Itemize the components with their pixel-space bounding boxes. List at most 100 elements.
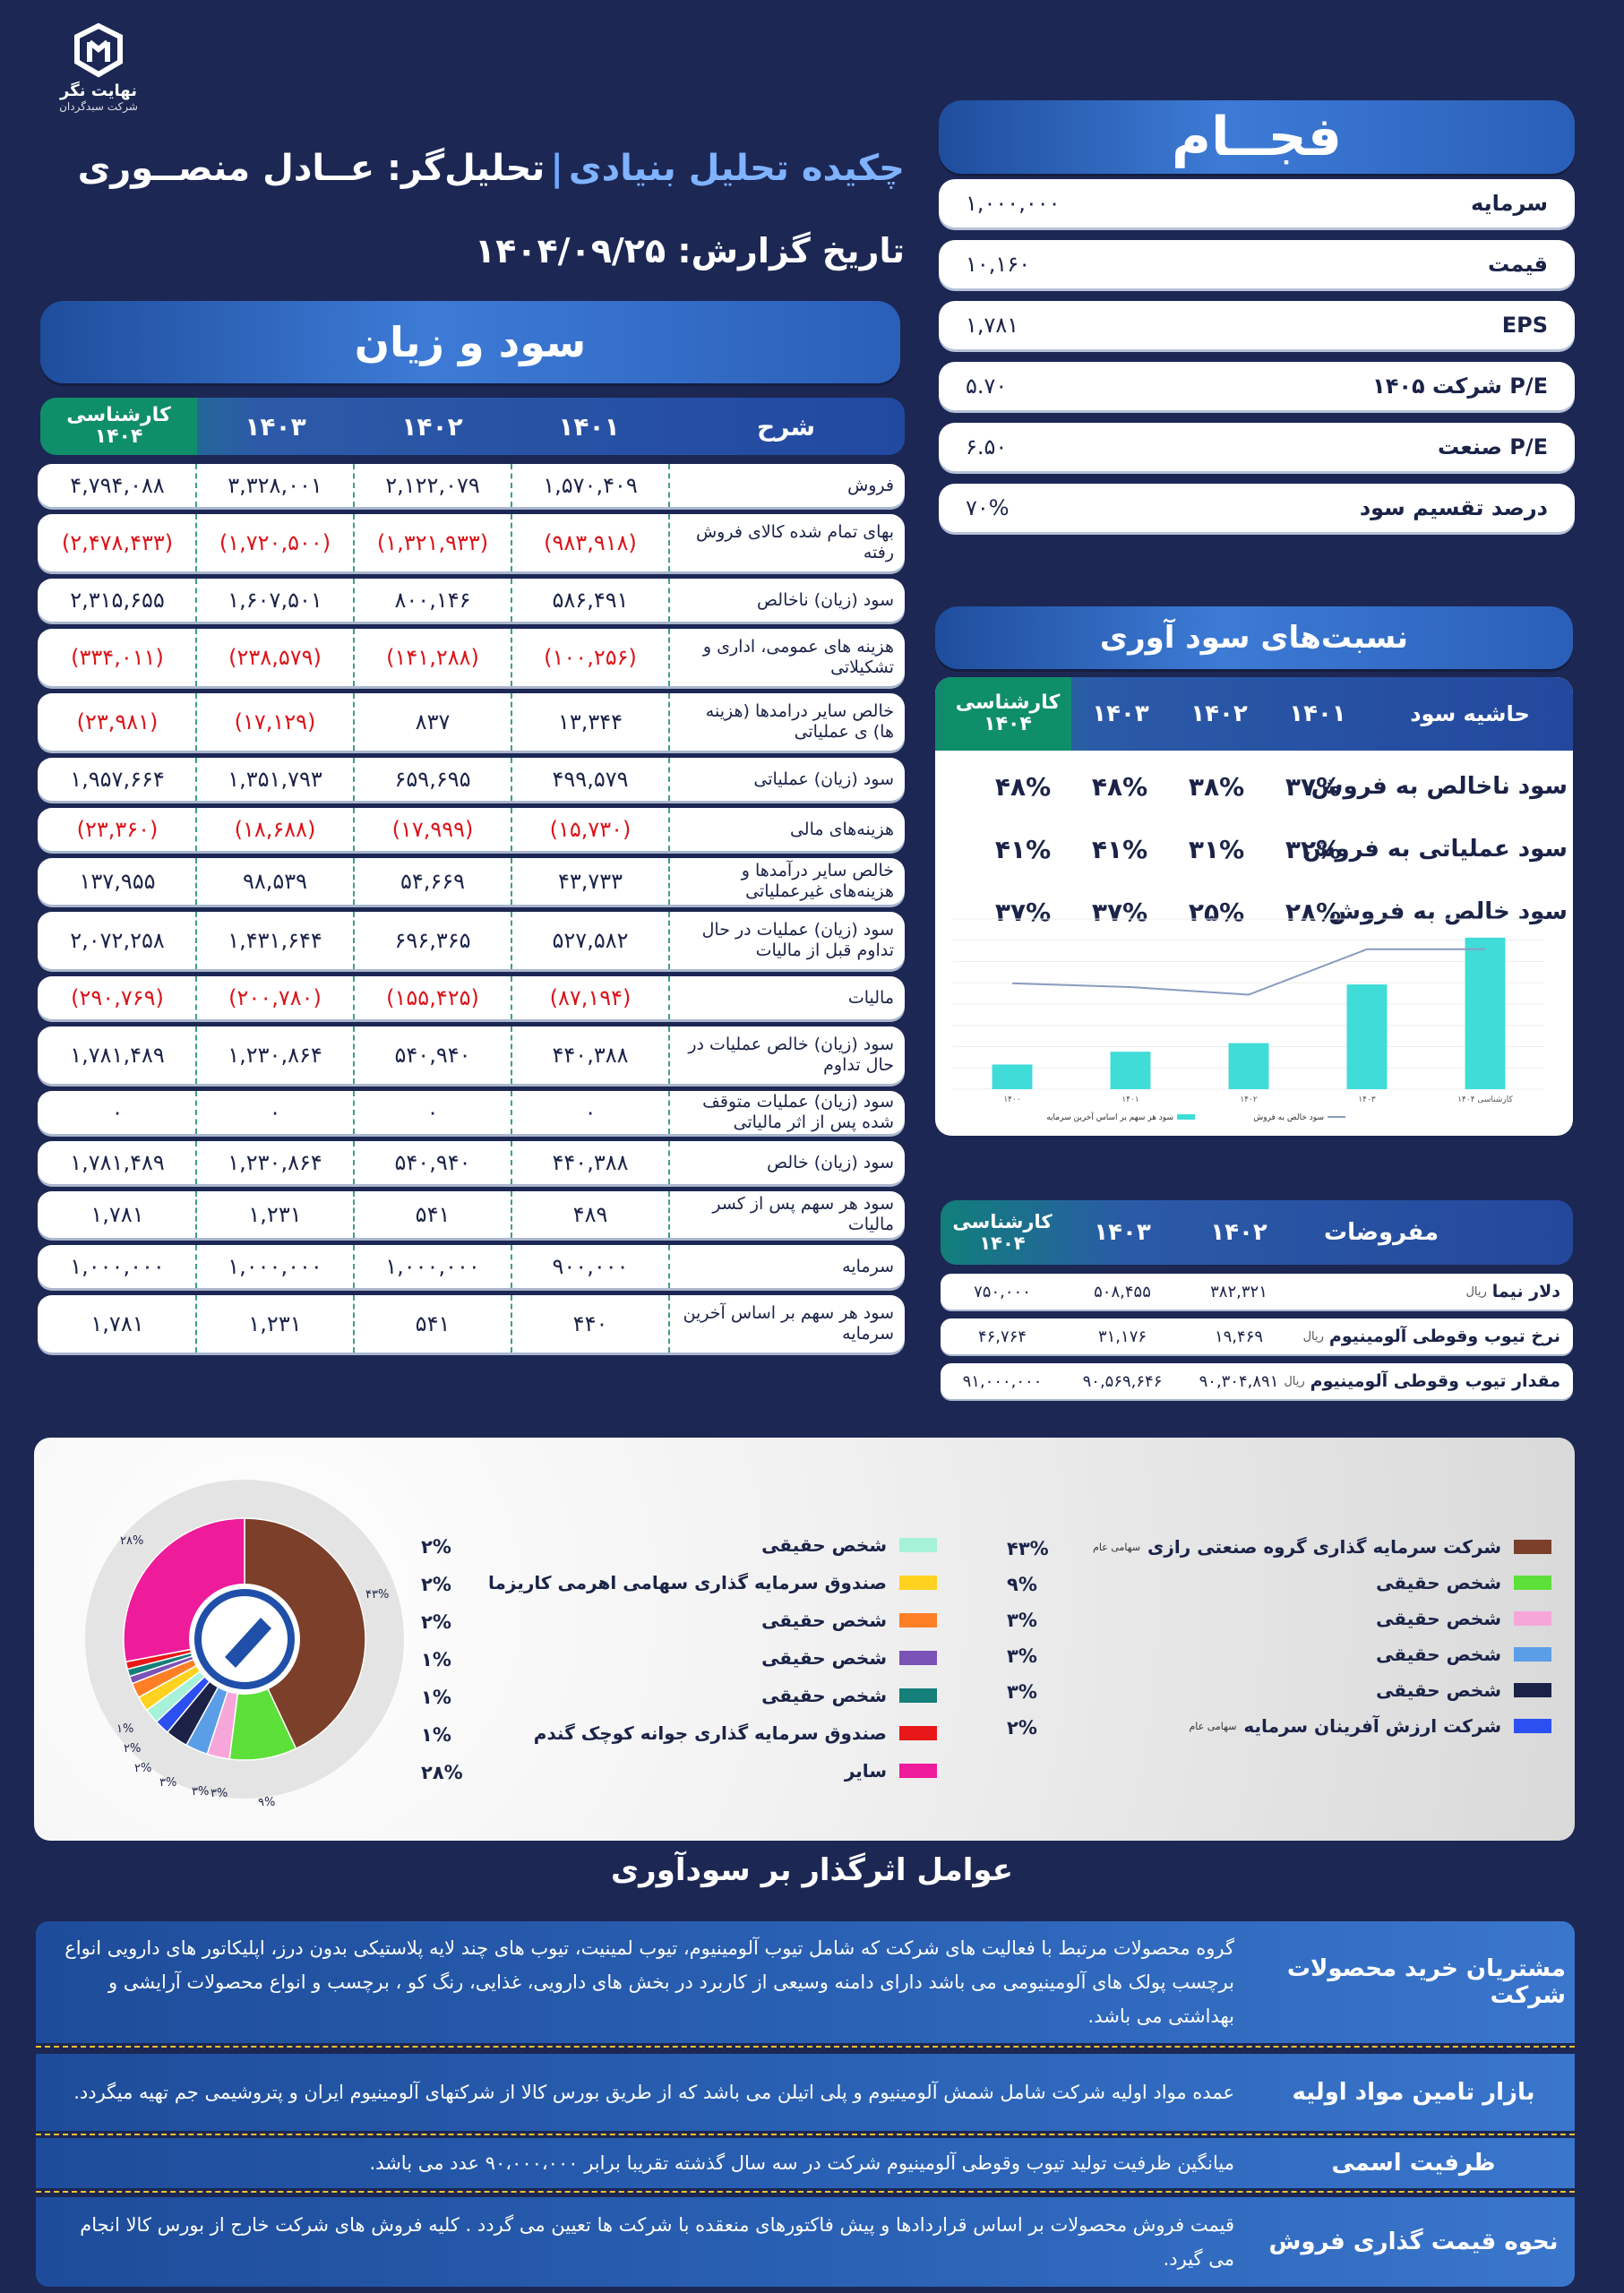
row-value: ۲,۳۱۵,۶۵۵ bbox=[39, 579, 197, 622]
shareholder-name: شخص حقیقی bbox=[761, 1610, 887, 1631]
row-value: (۲,۴۷۸,۴۳۳) bbox=[39, 514, 197, 571]
legend-swatch bbox=[899, 1651, 937, 1665]
prof-header-expert: کارشناسی ۱۴۰۴ bbox=[944, 677, 1071, 751]
shareholder-percent: ۲% bbox=[421, 1574, 451, 1595]
shareholder-item: شخص حقیقی bbox=[761, 1610, 937, 1631]
table-row: سود هر سهم بر اساس آخرین سرمایه ۴۴۰ ۵۴۱ ۱,۲… bbox=[38, 1295, 905, 1353]
header-1403: ۱۴۰۳ bbox=[245, 411, 306, 442]
row-value: ۱,۷۸۱,۴۸۹ bbox=[39, 1026, 197, 1084]
shareholder-item: صندوق سرمایه گذاری جوانه کوچک گندم bbox=[534, 1722, 937, 1744]
table-row: سود (زیان) عملیات در حال تداوم قبل از ما… bbox=[38, 912, 905, 969]
shareholder-name: سایر bbox=[844, 1760, 887, 1782]
prof-header-desc: حاشیه سود bbox=[1410, 701, 1530, 726]
row-desc: سود (زیان) عملیات در حال تداوم قبل از ما… bbox=[701, 920, 894, 960]
shareholder-name: شخص حقیقی bbox=[1376, 1679, 1501, 1701]
row-desc: هزینه های عمومی، اداری و تشکیلاتی bbox=[702, 637, 894, 677]
row-value: (۱۰۰,۲۵۶) bbox=[512, 629, 670, 686]
assumptions-header-expert: کارشناسی ۱۴۰۴ bbox=[952, 1211, 1053, 1254]
assumption-value: ۵۰۸,۴۵۵ bbox=[1094, 1282, 1151, 1301]
shareholder-percent: ۱% bbox=[421, 1724, 451, 1746]
eps-margin-chart: ۱۴۰۰ ۱۴۰۱ ۱۴۰۲ ۱۴۰۳ کارشناسی ۱۴۰۴ سود هر سهم … bbox=[953, 918, 1544, 1122]
row-value: (۱۵۵,۴۲۵) bbox=[355, 976, 512, 1019]
shareholder-percent: ۹% bbox=[1007, 1574, 1037, 1595]
ratio-value: ۲۸% bbox=[1285, 897, 1342, 927]
metric-value: ۱,۷۸۱ bbox=[966, 313, 1019, 338]
metric-value: ۱۰,۱۶۰ bbox=[966, 252, 1031, 277]
row-value: ۵۴۰,۹۴۰ bbox=[355, 1141, 512, 1184]
table-row: سود (زیان) ناخالص ۵۸۶,۴۹۱ ۸۰۰,۱۴۶ ۱,۶۰۷,۵۰۱… bbox=[38, 579, 905, 622]
assumption-value: ۹۰,۳۰۴,۸۹۱ bbox=[1199, 1371, 1279, 1391]
title-main: چکیده تحلیل بنیادی bbox=[568, 148, 905, 189]
header-desc: شرح bbox=[756, 411, 816, 442]
shareholders-pie bbox=[85, 1480, 404, 1799]
legend-swatch bbox=[899, 1764, 937, 1778]
assumption-desc: مقدار تیوب وقوطی آلومینیوم ریال bbox=[1284, 1363, 1573, 1399]
pie-percent-label: ۳% bbox=[192, 1785, 210, 1799]
metric-label: P/E صنعت bbox=[1437, 434, 1548, 459]
center-logo-icon bbox=[194, 1589, 295, 1689]
shareholder-percent: ۳% bbox=[1007, 1681, 1037, 1703]
row-value: ۱,۲۳۰,۸۶۴ bbox=[197, 1141, 355, 1184]
shareholder-name: شخص حقیقی bbox=[761, 1534, 887, 1556]
shareholder-type: سهامی عام bbox=[1189, 1720, 1237, 1732]
factor-body: گروه محصولات مرتبط با فعالیت های شرکت که… bbox=[64, 1937, 1234, 2027]
row-value: ۱,۷۸۱,۴۸۹ bbox=[39, 1141, 197, 1184]
shareholder-item: شخص حقیقی bbox=[1376, 1608, 1551, 1629]
pie-percent-label: ۲% bbox=[134, 1762, 152, 1775]
ratio-value: ۳۱% bbox=[1188, 834, 1245, 864]
shareholder-percent: ۲۸% bbox=[421, 1762, 463, 1783]
legend-swatch bbox=[899, 1538, 937, 1552]
shareholder-item: صندوق سرمایه گذاری سهامی اهرمی کاریزما bbox=[488, 1572, 937, 1593]
row-value: (۱۵,۷۳۰) bbox=[512, 808, 670, 851]
shareholder-name: شخص حقیقی bbox=[761, 1685, 887, 1706]
factor-title: نحوه قیمت گذاری فروش bbox=[1268, 2229, 1559, 2255]
shareholder-item: سایر bbox=[845, 1760, 937, 1782]
shareholder-name: شرکت سرمایه گذاری گروه صنعتی رازی bbox=[1147, 1536, 1501, 1558]
row-value: (۱۷,۱۲۹) bbox=[197, 693, 355, 751]
row-value: ۴۴۰ bbox=[512, 1295, 670, 1353]
ratio-value: ۴۱% bbox=[994, 834, 1052, 864]
shareholder-item: شخص حقیقی bbox=[761, 1647, 937, 1669]
ratio-value: ۴۸% bbox=[994, 771, 1052, 802]
factor-body: میانگین ظرفیت تولید تیوب وقوطی آلومینیوم… bbox=[369, 2152, 1235, 2174]
metric-row: P/E شرکت ۱۴۰۵ ۵.۷۰ bbox=[939, 362, 1575, 410]
row-value: ۰ bbox=[355, 1091, 512, 1134]
pie-percent-label: ۳% bbox=[211, 1787, 228, 1800]
row-value: (۲۳۸,۵۷۹) bbox=[197, 629, 355, 686]
pie-percent-label: ۳% bbox=[159, 1776, 177, 1790]
legend-swatch bbox=[899, 1726, 937, 1740]
chart-bar bbox=[1346, 984, 1388, 1089]
center-logo-mark bbox=[225, 1618, 271, 1668]
shareholder-item: شرکت سرمایه گذاری گروه صنعتی رازی سهامی ع… bbox=[1093, 1536, 1551, 1558]
metric-value: ۶.۵۰ bbox=[966, 434, 1008, 459]
factor-divider bbox=[36, 2191, 1575, 2193]
factor-item: مشتریان خرید محصولات شرکت گروه محصولات مر… bbox=[36, 1921, 1575, 2043]
row-value: (۱۸,۶۸۸) bbox=[197, 808, 355, 851]
logo-icon bbox=[74, 22, 123, 78]
factor-title: بازار تامین مواد اولیه bbox=[1292, 2079, 1535, 2106]
row-value: (۱۴۱,۲۸۸) bbox=[355, 629, 512, 686]
shareholder-item: شخص حقیقی bbox=[1376, 1644, 1551, 1665]
row-value: (۱,۳۲۱,۹۳۳) bbox=[355, 514, 512, 571]
ratio-label: سود عملیاتی به فروش bbox=[1302, 836, 1568, 863]
factors-title: عوامل اثرگذار بر سودآوری bbox=[611, 1852, 1013, 1888]
row-value: ۱,۷۸۱ bbox=[39, 1295, 197, 1353]
pie-slice bbox=[244, 1517, 366, 1750]
assumption-unit: ریال bbox=[1302, 1329, 1324, 1344]
shareholder-percent: ۴۳% bbox=[1007, 1538, 1049, 1559]
row-value: ۶۵۹,۶۹۵ bbox=[355, 758, 512, 801]
shareholder-type: سهامی عام bbox=[1093, 1541, 1141, 1553]
x-tick-label: ۱۴۰۰ bbox=[1003, 1095, 1020, 1104]
shareholder-percent: ۲% bbox=[1007, 1717, 1037, 1739]
assumption-value: ۴۶,۷۶۴ bbox=[977, 1327, 1027, 1346]
row-value: ۰ bbox=[39, 1091, 197, 1134]
chart-bar bbox=[1228, 1043, 1269, 1089]
pie-percent-label: ۹% bbox=[258, 1796, 276, 1809]
row-desc: خالص سایر درآمدها و هزینه‌های غیرعملیاتی bbox=[741, 861, 894, 901]
row-desc: سود هر سهم بر اساس آخرین سرمایه bbox=[683, 1303, 894, 1344]
table-row: سود (زیان) عملیاتی ۴۹۹,۵۷۹ ۶۵۹,۶۹۵ ۱,۳۵۱,۷۹… bbox=[38, 758, 905, 801]
assumption-value: ۱۹,۴۶۹ bbox=[1214, 1327, 1264, 1346]
table-row: سود (زیان) عملیات متوقف شده پس از اثر ما… bbox=[38, 1091, 905, 1134]
shareholder-percent: ۳% bbox=[1007, 1610, 1037, 1631]
row-value: (۲۳,۹۸۱) bbox=[39, 693, 197, 751]
